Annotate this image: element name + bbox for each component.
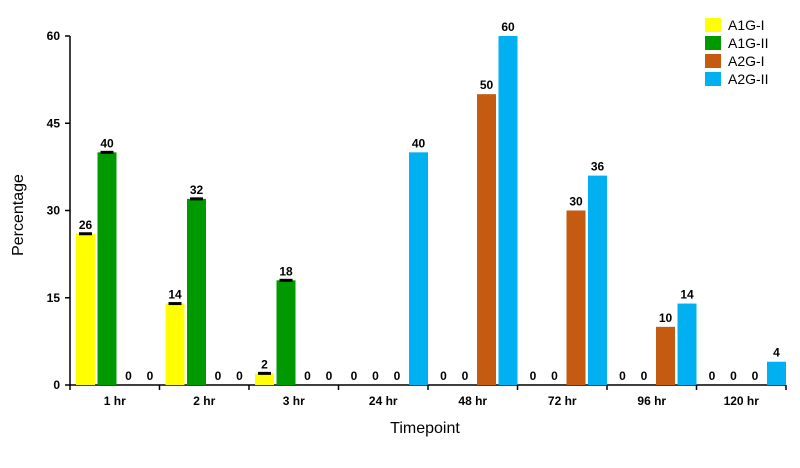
x-tick-label: 120 hr (724, 394, 760, 408)
data-label: 0 (351, 369, 358, 383)
bar-a2g-i-72-hr (566, 210, 586, 385)
legend-swatch-a2g-i (705, 54, 721, 68)
legend-label-a1g-i: A1G-I (728, 17, 765, 33)
data-label: 0 (147, 369, 154, 383)
y-tick-label: 30 (47, 204, 61, 218)
bar-a2g-i-48-hr (477, 94, 496, 386)
x-tick-label: 72 hr (548, 394, 577, 408)
legend-swatch-a1g-ii (705, 36, 721, 50)
bar-a1g-i-2-hr (165, 303, 185, 385)
legend-label-a2g-i: A2G-I (728, 53, 765, 69)
x-tick-label: 1 hr (104, 394, 126, 408)
bar-a2g-ii-24-hr (409, 152, 428, 385)
bar-a2g-ii-96-hr (677, 303, 697, 385)
data-label: 18 (279, 264, 293, 278)
data-label: 32 (190, 183, 204, 197)
legend-swatch-a2g-ii (705, 72, 721, 86)
bar-a1g-ii-1-hr (97, 152, 117, 385)
y-tick-label: 0 (53, 378, 60, 392)
data-label: 0 (236, 369, 243, 383)
y-tick-label: 60 (47, 29, 61, 43)
x-tick-label: 48 hr (458, 394, 487, 408)
data-label: 0 (709, 369, 716, 383)
bar-a1g-i-1-hr (76, 233, 95, 385)
plot-area: 0 15 30 45 60 1 hr 2 hr 3 hr 24 hr 48 hr 72 hr 96 h… (47, 20, 787, 408)
x-tick-label: 96 hr (637, 394, 666, 408)
data-label: 0 (372, 369, 379, 383)
data-label: 0 (730, 369, 737, 383)
data-label: 60 (501, 20, 515, 34)
data-label: 0 (394, 369, 401, 383)
data-label: 0 (530, 369, 537, 383)
legend-swatch-a1g-i (705, 18, 721, 32)
data-label: 0 (215, 369, 222, 383)
bar-a2g-i-96-hr (656, 326, 675, 385)
data-label: 40 (100, 136, 114, 150)
bar-a1g-ii-3-hr (276, 280, 296, 385)
bar-a2g-ii-120-hr (767, 361, 786, 385)
data-label: 14 (168, 288, 182, 302)
bar-a2g-ii-48-hr (498, 36, 518, 385)
x-tick-label: 2 hr (193, 394, 215, 408)
data-label: 0 (125, 369, 132, 383)
data-label: 0 (551, 369, 558, 383)
data-label: 0 (752, 369, 759, 383)
bar-a1g-i-3-hr (255, 373, 274, 385)
data-label: 0 (641, 369, 648, 383)
legend: A1G-I A1G-II A2G-I A2G-II (705, 17, 768, 87)
data-label: 36 (591, 160, 605, 174)
data-label: 2 (261, 357, 268, 371)
x-tick-label: 24 hr (369, 394, 398, 408)
data-label: 0 (326, 369, 333, 383)
data-label: 0 (619, 369, 626, 383)
x-tick-label: 3 hr (283, 394, 305, 408)
legend-label-a1g-ii: A1G-II (728, 35, 768, 51)
data-label: 10 (659, 311, 673, 325)
data-label: 26 (79, 218, 93, 232)
data-label: 0 (304, 369, 311, 383)
data-label: 4 (773, 346, 780, 360)
data-label: 0 (462, 369, 469, 383)
data-label: 14 (680, 288, 694, 302)
data-label: 0 (440, 369, 447, 383)
legend-label-a2g-ii: A2G-II (728, 71, 768, 87)
y-tick-label: 15 (47, 291, 61, 305)
y-axis-title: Percentage (10, 174, 27, 256)
bar-a1g-ii-2-hr (187, 198, 206, 385)
data-label: 30 (569, 195, 583, 209)
x-axis-title: Timepoint (390, 420, 460, 437)
bar-a2g-ii-72-hr (588, 175, 607, 385)
y-tick-label: 45 (47, 116, 61, 130)
data-label: 40 (412, 136, 426, 150)
data-label: 50 (480, 78, 494, 92)
